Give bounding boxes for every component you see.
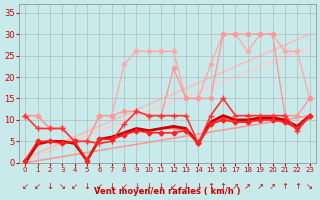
Text: ↗: ↗ xyxy=(257,182,264,191)
Text: ↗: ↗ xyxy=(244,182,251,191)
Text: ↓: ↓ xyxy=(108,182,115,191)
Text: ↙: ↙ xyxy=(170,182,177,191)
Text: ↓: ↓ xyxy=(195,182,202,191)
Text: ↗: ↗ xyxy=(232,182,239,191)
Text: ↙: ↙ xyxy=(34,182,41,191)
Text: ↓: ↓ xyxy=(46,182,53,191)
Text: ↑: ↑ xyxy=(294,182,301,191)
Text: ↗: ↗ xyxy=(269,182,276,191)
Text: ↘: ↘ xyxy=(59,182,66,191)
Text: ↙: ↙ xyxy=(96,182,103,191)
Text: ↙: ↙ xyxy=(22,182,29,191)
Text: ↙: ↙ xyxy=(71,182,78,191)
Text: ↓: ↓ xyxy=(84,182,91,191)
Text: ↑: ↑ xyxy=(281,182,288,191)
X-axis label: Vent moyen/en rafales ( km/h ): Vent moyen/en rafales ( km/h ) xyxy=(94,187,241,196)
Text: ↑: ↑ xyxy=(207,182,214,191)
Text: ↓: ↓ xyxy=(182,182,189,191)
Text: ↓: ↓ xyxy=(158,182,165,191)
Text: ↑: ↑ xyxy=(220,182,227,191)
Text: ↘: ↘ xyxy=(306,182,313,191)
Text: ↓: ↓ xyxy=(145,182,152,191)
Text: ↙: ↙ xyxy=(121,182,128,191)
Text: ↓: ↓ xyxy=(133,182,140,191)
